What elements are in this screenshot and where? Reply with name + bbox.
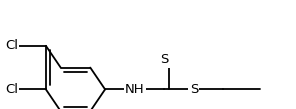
Text: NH: NH [125, 83, 144, 96]
Text: Cl: Cl [5, 83, 18, 96]
Text: S: S [160, 53, 168, 66]
Text: Cl: Cl [5, 39, 18, 52]
Text: S: S [190, 83, 198, 96]
